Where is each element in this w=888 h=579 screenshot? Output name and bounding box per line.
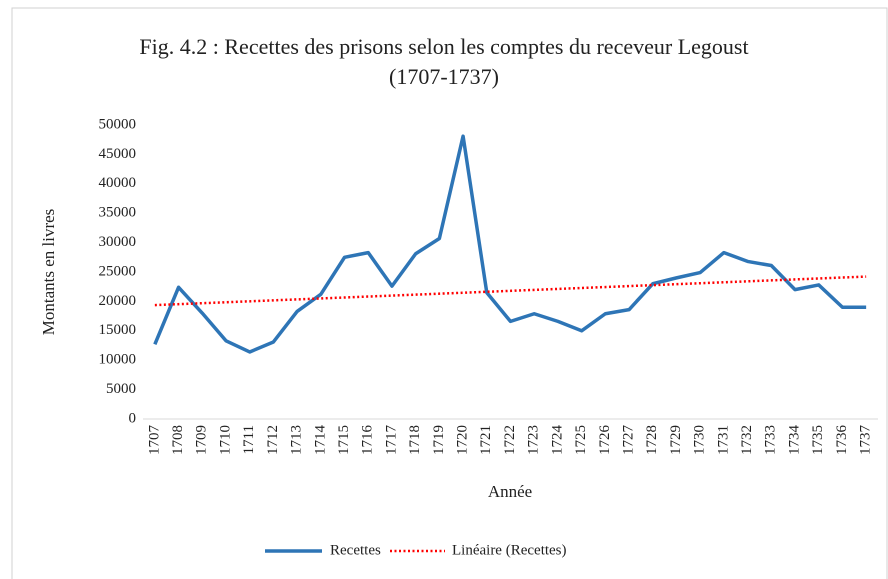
x-tick-label: 1727 xyxy=(620,425,636,456)
y-tick-label: 35000 xyxy=(99,205,137,221)
y-tick-label: 45000 xyxy=(99,146,137,162)
x-tick-label: 1709 xyxy=(194,425,210,455)
y-tick-label: 10000 xyxy=(99,352,137,368)
x-tick-label: 1723 xyxy=(526,425,542,455)
x-tick-label: 1719 xyxy=(431,425,447,455)
x-tick-label: 1720 xyxy=(455,425,471,455)
x-tick-label: 1711 xyxy=(241,425,257,454)
x-tick-label: 1729 xyxy=(668,425,684,455)
x-tick-label: 1717 xyxy=(383,425,399,456)
x-tick-label: 1721 xyxy=(478,425,494,455)
chart-border xyxy=(11,7,888,579)
y-tick-label: 0 xyxy=(129,410,137,426)
trend-line xyxy=(154,275,867,307)
x-tick-label: 1724 xyxy=(549,425,565,456)
data-line xyxy=(153,134,867,354)
x-tick-label: 1730 xyxy=(692,425,708,455)
y-tick-label: 20000 xyxy=(99,293,137,309)
y-tick-label: 40000 xyxy=(99,175,137,191)
legend-label: Linéaire (Recettes) xyxy=(452,542,567,558)
y-tick-label: 25000 xyxy=(99,263,137,279)
x-tick-label: 1710 xyxy=(217,425,233,455)
legend-label: Recettes xyxy=(330,542,381,558)
chart-title: Fig. 4.2 : Recettes des prisons selon le… xyxy=(139,34,749,89)
x-tick-label: 1708 xyxy=(170,425,186,455)
x-tick-label: 1715 xyxy=(336,425,352,455)
y-tick-label: 50000 xyxy=(99,116,137,132)
x-axis-label: Année xyxy=(488,482,532,501)
x-tick-label: 1726 xyxy=(597,425,613,456)
x-tick-label: 1707 xyxy=(146,425,162,456)
x-tick-label: 1733 xyxy=(763,425,779,455)
x-tick-label: 1734 xyxy=(786,425,802,456)
x-tick-label: 1718 xyxy=(407,425,423,455)
x-tick-label: 1728 xyxy=(644,425,660,455)
y-tick-label: 30000 xyxy=(99,234,137,250)
x-tick-label: 1725 xyxy=(573,425,589,455)
x-tick-label: 1712 xyxy=(265,425,281,455)
y-tick-label: 5000 xyxy=(106,381,136,397)
x-tick-label: 1716 xyxy=(360,425,376,456)
x-tick-label: 1735 xyxy=(810,425,826,455)
x-tick-label: 1722 xyxy=(502,425,518,455)
x-tick-label: 1736 xyxy=(834,425,850,456)
x-tick-label: 1737 xyxy=(858,425,874,456)
x-tick-label: 1732 xyxy=(739,425,755,455)
x-tick-label: 1731 xyxy=(715,425,731,455)
y-axis-label: Montants en livres xyxy=(39,209,58,336)
y-tick-label: 15000 xyxy=(99,322,137,338)
x-tick-label: 1713 xyxy=(289,425,305,455)
x-tick-label: 1714 xyxy=(312,425,328,456)
